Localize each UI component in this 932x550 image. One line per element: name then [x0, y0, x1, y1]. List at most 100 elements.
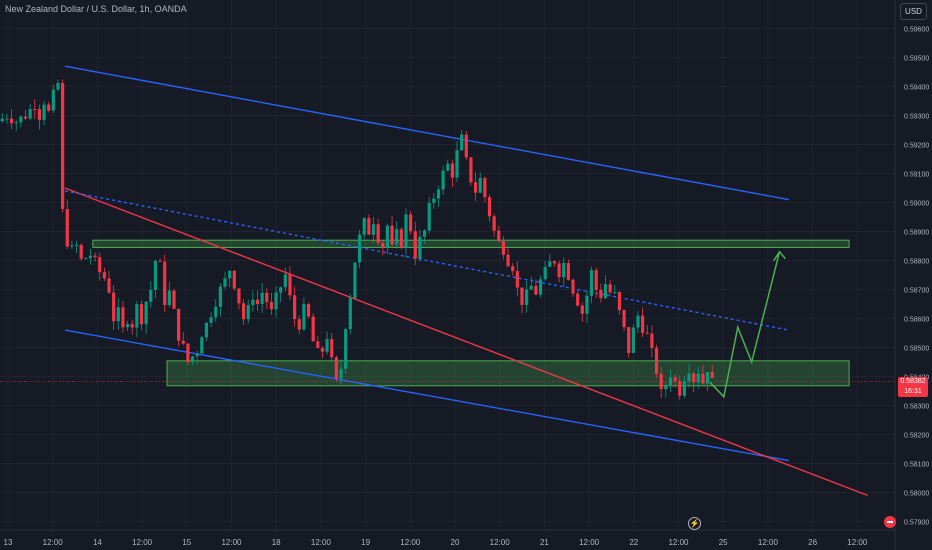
- tradingview-logo-icon[interactable]: [884, 516, 896, 528]
- y-tick-label: 0.59000: [904, 201, 929, 208]
- y-tick-label: 0.59100: [904, 172, 929, 179]
- candle-body: [631, 327, 635, 353]
- lightning-icon[interactable]: ⚡: [688, 517, 701, 530]
- candle-body: [645, 332, 649, 334]
- candle-body: [79, 244, 83, 259]
- candle-body: [9, 118, 14, 124]
- x-tick-label: 15: [182, 538, 191, 547]
- candle-body: [334, 357, 338, 379]
- candle-body: [302, 304, 306, 330]
- upper-channel-line: [64, 65, 789, 201]
- candle-body: [404, 214, 408, 248]
- lower-channel-line: [64, 329, 789, 462]
- candle-body: [543, 266, 547, 280]
- y-tick-label: 0.58800: [904, 259, 929, 266]
- x-tick-label: 14: [93, 538, 102, 547]
- candle-body: [520, 287, 524, 305]
- candle-body: [399, 229, 403, 248]
- candle-body: [617, 292, 622, 311]
- descending-trend-line: [64, 187, 868, 497]
- candle-body: [473, 182, 478, 193]
- candle-body: [181, 340, 185, 344]
- x-tick-label: 12:00: [400, 538, 421, 547]
- candle-body: [260, 292, 264, 305]
- x-tick-label: 12:00: [132, 538, 153, 547]
- candle-body: [529, 285, 533, 290]
- candle-body: [19, 116, 23, 123]
- candle-body: [627, 327, 631, 353]
- candle-body: [232, 270, 236, 289]
- candle-body: [311, 316, 315, 342]
- x-tick-label: 18: [272, 538, 281, 547]
- candle-body: [362, 218, 366, 235]
- candle-body: [659, 373, 663, 390]
- projection-arrowhead: [772, 250, 787, 262]
- x-tick-label: 25: [719, 538, 728, 547]
- y-tick-label: 0.58900: [904, 230, 929, 237]
- candle-body: [28, 108, 32, 119]
- candle-body: [357, 234, 362, 263]
- currency-badge[interactable]: USD: [900, 3, 927, 20]
- candle-body: [283, 274, 287, 288]
- candle-body: [487, 197, 492, 217]
- candle-body: [705, 372, 710, 384]
- candle-body: [251, 299, 255, 306]
- candle-body: [492, 216, 496, 231]
- x-tick-label: 12:00: [668, 538, 689, 547]
- candle-body: [135, 304, 139, 328]
- y-tick-label: 0.58500: [904, 346, 929, 353]
- y-tick-label: 0.58000: [904, 491, 929, 498]
- current-price-label: 0.58382 16:31: [898, 377, 928, 397]
- resistance-zone: [92, 239, 850, 248]
- candle-body: [112, 292, 116, 322]
- candle-body: [409, 214, 413, 232]
- projection-arrow: [709, 250, 787, 399]
- candle-body: [172, 290, 176, 309]
- candle-body: [562, 263, 566, 278]
- candle-body: [190, 356, 195, 363]
- candle-body: [650, 333, 654, 348]
- y-tick-label: 0.59500: [904, 56, 929, 63]
- candle-body: [195, 353, 199, 357]
- candle-body: [654, 347, 659, 374]
- symbol-title[interactable]: New Zealand Dollar / U.S. Dollar, 1h, OA…: [5, 4, 187, 14]
- candle-body: [395, 229, 399, 245]
- candle-body: [330, 338, 334, 358]
- candle-body: [70, 245, 74, 247]
- candle-body: [585, 295, 589, 314]
- candle-body: [460, 134, 464, 151]
- candle-body: [306, 304, 311, 317]
- candle-body: [246, 305, 250, 320]
- candle-body: [506, 254, 510, 267]
- chart-drawings: [0, 65, 895, 497]
- candle-body: [664, 386, 668, 390]
- candle-body: [603, 284, 608, 299]
- candle-body: [432, 198, 436, 203]
- support-zone: [166, 360, 850, 387]
- candle-body: [436, 189, 441, 199]
- candle-body: [223, 278, 227, 287]
- candle-body: [455, 150, 459, 178]
- candle-body: [422, 230, 427, 237]
- candle-body: [687, 373, 691, 382]
- candle-body: [293, 295, 297, 320]
- candle-body: [413, 231, 417, 259]
- candle-body: [33, 108, 37, 110]
- candle-body: [571, 279, 575, 294]
- candle-body: [149, 290, 153, 302]
- candle-body: [84, 258, 88, 260]
- candle-body: [450, 163, 454, 178]
- y-tick-label: 0.59300: [904, 114, 929, 121]
- candle-body: [385, 225, 390, 248]
- candle-body: [177, 308, 181, 341]
- candle-body: [469, 157, 473, 183]
- candle-body: [218, 286, 222, 307]
- y-tick-label: 0.58300: [904, 404, 929, 411]
- y-tick-label: 0.58200: [904, 433, 929, 440]
- x-tick-label: 21: [540, 538, 549, 547]
- candle-body: [163, 261, 167, 306]
- candle-body: [446, 163, 450, 171]
- y-tick-label: 0.58600: [904, 317, 929, 324]
